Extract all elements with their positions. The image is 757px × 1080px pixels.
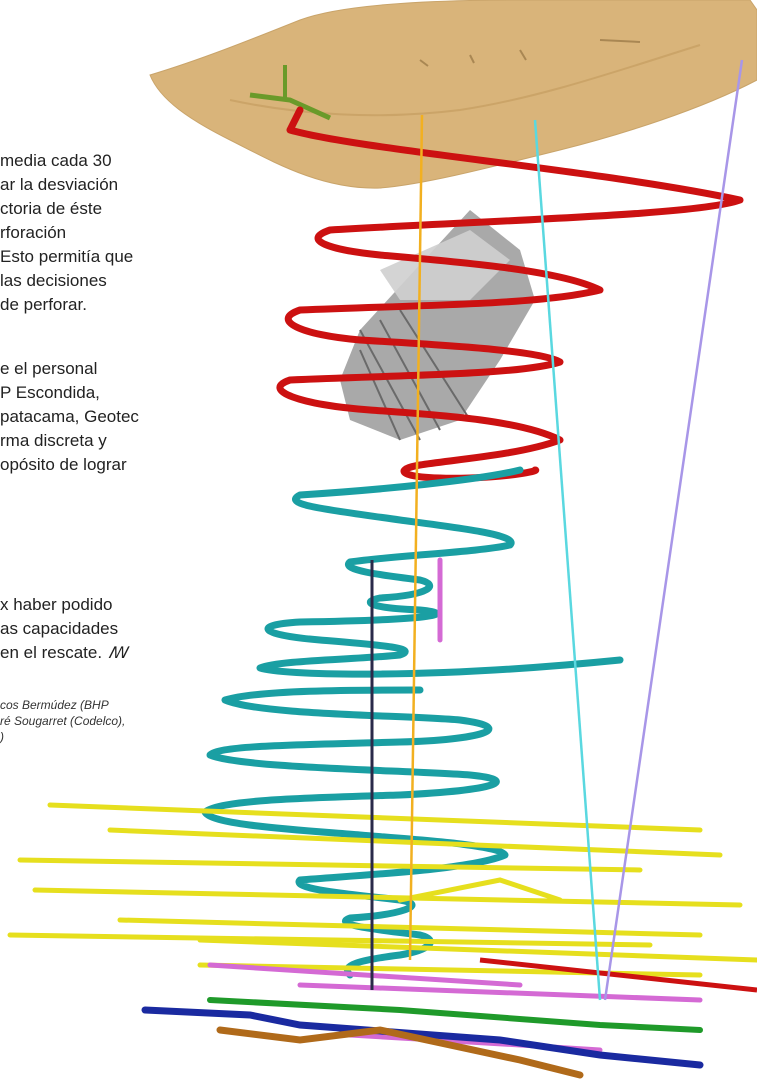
text-line: Esto permitía que	[0, 247, 134, 266]
text-line: las decisiones	[0, 271, 107, 290]
text-line: rforación	[0, 223, 67, 242]
violet-borehole	[603, 59, 744, 1001]
text-line: opósito de lograr	[0, 455, 127, 474]
text-line: P Escondida,	[0, 383, 100, 402]
yellow-levels	[7, 802, 757, 978]
text-line: rma discreta y	[0, 431, 107, 450]
photo-credit: cos Bermúdez (BHP ré Sougarret (Codelco)…	[0, 697, 125, 745]
green-level	[207, 997, 703, 1033]
text-line: as capacidades	[0, 619, 119, 638]
credit-line: )	[0, 730, 4, 744]
text-line-content: en el rescate.	[0, 643, 103, 662]
cyan-borehole	[533, 119, 602, 1001]
text-line: patacama, Geotec	[0, 407, 139, 426]
drill-fan	[340, 210, 535, 441]
text-line: en el rescate. ꟿ	[0, 642, 127, 665]
credit-line: cos Bermúdez (BHP	[0, 698, 109, 712]
text-line: media cada 30	[0, 151, 112, 170]
text-line: de perforar.	[0, 295, 87, 314]
red-ramp	[276, 106, 744, 482]
text-line: e el personal	[0, 359, 98, 378]
surface-terrain	[149, 0, 757, 189]
orange-borehole	[408, 114, 424, 961]
text-line: ar la desviación	[0, 175, 119, 194]
text-line: ctoria de éste	[0, 199, 103, 218]
red-lower-level	[479, 957, 757, 993]
credit-line: ré Sougarret (Codelco),	[0, 714, 126, 728]
text-line: x haber podido	[0, 595, 113, 614]
end-mark-icon: ꟿ	[108, 645, 128, 662]
brown-level	[216, 1026, 584, 1079]
